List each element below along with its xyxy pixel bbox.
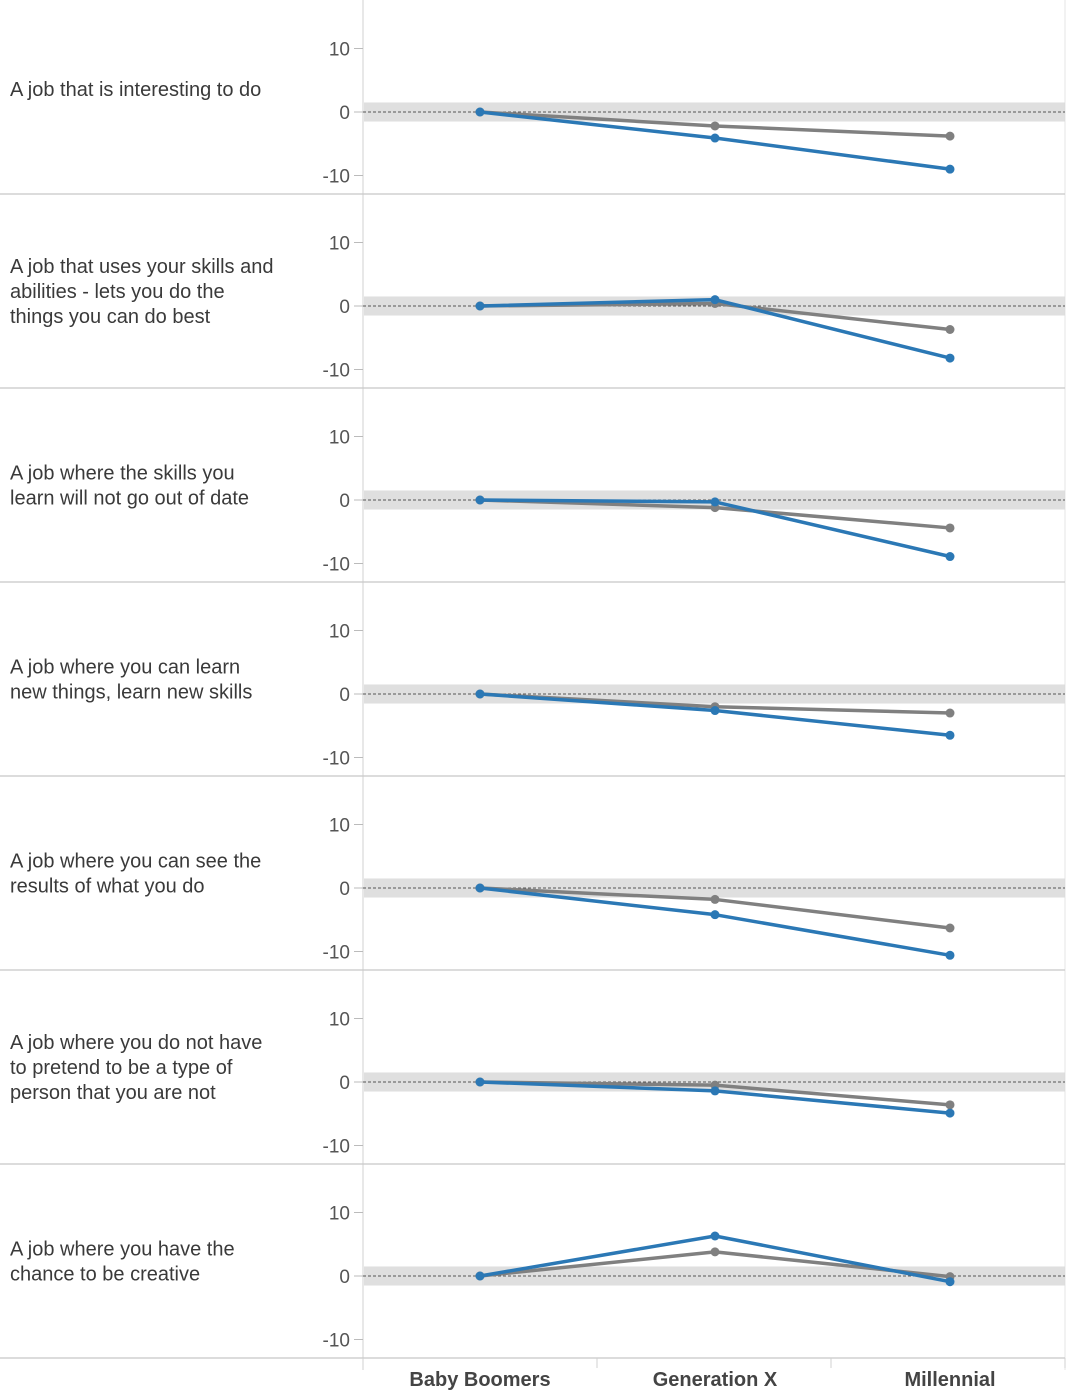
row-label-line: person that you are not xyxy=(10,1082,216,1104)
y-tick-label: -10 xyxy=(323,1331,350,1352)
row-label-line: A job that uses your skills and xyxy=(10,256,273,278)
y-tick-label: -10 xyxy=(323,749,350,770)
blue-data-point xyxy=(710,910,720,920)
row-label-line: A job that is interesting to do xyxy=(10,79,261,101)
x-category-label: Baby Boomers xyxy=(409,1369,550,1391)
y-tick-label: 10 xyxy=(329,234,350,255)
blue-data-point xyxy=(475,883,485,893)
gray-data-point xyxy=(945,523,955,533)
y-tick-label: 10 xyxy=(329,816,350,837)
y-tick-label: 10 xyxy=(329,1204,350,1225)
blue-data-point xyxy=(475,689,485,699)
gray-data-point xyxy=(945,708,955,718)
gray-data-point xyxy=(710,1247,720,1257)
blue-data-point xyxy=(475,1077,485,1087)
row-label-line: learn will not go out of date xyxy=(10,488,249,510)
gray-data-point xyxy=(710,894,720,904)
row-label-line: A job where you can learn xyxy=(10,657,240,679)
blue-data-point xyxy=(945,1108,955,1118)
y-tick-label: 10 xyxy=(329,428,350,449)
gray-data-point xyxy=(945,324,955,334)
y-tick-label: 0 xyxy=(339,1267,350,1288)
blue-data-point xyxy=(710,295,720,305)
row-label-line: chance to be creative xyxy=(10,1264,200,1286)
y-tick-label: -10 xyxy=(323,555,350,576)
blue-data-point xyxy=(475,495,485,505)
blue-data-point xyxy=(475,301,485,311)
row-label-line: A job where you do not have xyxy=(10,1032,262,1054)
y-tick-label: 0 xyxy=(339,103,350,124)
row-label-line: things you can do best xyxy=(10,306,211,328)
x-category-label: Generation X xyxy=(653,1369,778,1391)
blue-data-point xyxy=(710,1231,720,1241)
blue-data-point xyxy=(945,950,955,960)
row-label-line: results of what you do xyxy=(10,876,205,898)
y-tick-label: 10 xyxy=(329,1010,350,1031)
blue-data-point xyxy=(710,706,720,716)
row-label-line: A job where you have the xyxy=(10,1239,235,1261)
blue-data-point xyxy=(945,552,955,562)
y-tick-label: 10 xyxy=(329,40,350,61)
y-tick-label: 0 xyxy=(339,879,350,900)
blue-data-point xyxy=(475,107,485,117)
blue-data-point xyxy=(710,497,720,507)
row-label-line: A job where the skills you xyxy=(10,463,235,485)
y-tick-label: 0 xyxy=(339,491,350,512)
x-category-label: Millennial xyxy=(904,1369,995,1391)
gray-data-point xyxy=(945,131,955,141)
blue-data-point xyxy=(945,164,955,174)
y-tick-label: 0 xyxy=(339,297,350,318)
y-tick-label: 10 xyxy=(329,622,350,643)
blue-data-point xyxy=(945,730,955,740)
row-label-line: to pretend to be a type of xyxy=(10,1057,233,1079)
y-tick-label: -10 xyxy=(323,361,350,382)
blue-data-point xyxy=(945,353,955,363)
y-tick-label: 0 xyxy=(339,685,350,706)
y-tick-label: -10 xyxy=(323,1137,350,1158)
y-tick-label: 0 xyxy=(339,1073,350,1094)
blue-data-point xyxy=(710,1086,720,1096)
y-tick-label: -10 xyxy=(323,167,350,188)
y-tick-label: -10 xyxy=(323,943,350,964)
blue-data-point xyxy=(475,1271,485,1281)
gray-data-point xyxy=(710,121,720,131)
row-label-line: A job where you can see the xyxy=(10,851,261,873)
gray-data-point xyxy=(945,1100,955,1110)
row-label-line: abilities - lets you do the xyxy=(10,281,225,303)
row-label-line: new things, learn new skills xyxy=(10,682,252,704)
blue-data-point xyxy=(710,133,720,143)
gray-data-point xyxy=(945,923,955,933)
blue-data-point xyxy=(945,1277,955,1287)
